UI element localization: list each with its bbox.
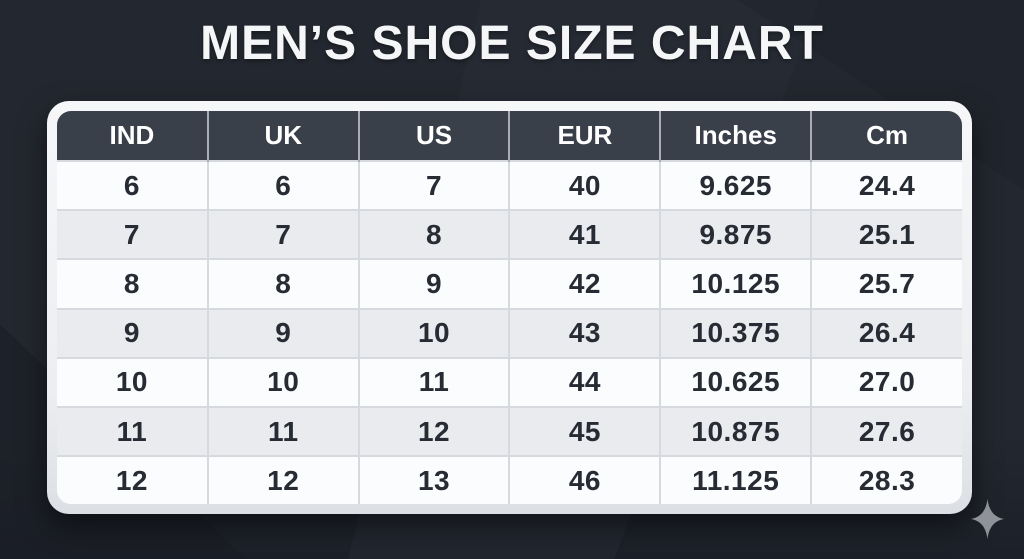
page-title: MEN’S SHOE SIZE CHART (200, 17, 824, 70)
size-table-header: IND UK US EUR Inches Cm (57, 111, 962, 161)
column-header: EUR (509, 111, 662, 161)
table-row: 6 6 7 40 9.625 24.4 (57, 159, 962, 211)
table-cell: 11 (57, 406, 209, 457)
table-cell: 7 (358, 159, 511, 211)
table-cell: 40 (509, 159, 662, 211)
table-cell: 12 (358, 406, 511, 457)
column-header: UK (207, 111, 360, 161)
table-cell: 24.4 (811, 159, 962, 211)
table-cell: 6 (57, 159, 209, 211)
table-row: 7 7 8 41 9.875 25.1 (57, 209, 962, 260)
table-cell: 28.3 (811, 455, 962, 504)
table-row: 11 11 12 45 10.875 27.6 (57, 406, 962, 457)
table-cell: 10.125 (660, 258, 813, 309)
table-cell: 27.6 (811, 406, 962, 457)
table-cell: 9 (207, 307, 360, 358)
table-cell: 46 (509, 455, 662, 504)
table-cell: 25.7 (811, 258, 962, 309)
table-cell: 41 (509, 209, 662, 260)
table-cell: 10 (57, 356, 209, 408)
table-cell: 10.625 (660, 356, 813, 408)
table-row: 8 8 9 42 10.125 25.7 (57, 258, 962, 309)
table-cell: 8 (358, 209, 511, 260)
table-cell: 11 (358, 356, 511, 408)
table-cell: 10 (358, 307, 511, 358)
table-cell: 6 (207, 159, 360, 211)
column-header: IND (57, 111, 209, 161)
table-cell: 12 (57, 455, 209, 504)
table-cell: 42 (509, 258, 662, 309)
size-table: IND UK US EUR Inches Cm 6 6 7 40 9.625 24.4 7 7 8 41 9.… (57, 111, 962, 504)
column-header: US (358, 111, 511, 161)
table-cell: 11 (207, 406, 360, 457)
table-row: 9 9 10 43 10.375 26.4 (57, 307, 962, 358)
table-cell: 9.875 (660, 209, 813, 260)
table-cell: 44 (509, 356, 662, 408)
header-row: IND UK US EUR Inches Cm (57, 111, 962, 161)
table-cell: 13 (358, 455, 511, 504)
size-chart-table-wrapper: IND UK US EUR Inches Cm 6 6 7 40 9.625 24.4 7 7 8 41 9.… (57, 111, 962, 504)
table-cell: 12 (207, 455, 360, 504)
table-cell: 8 (207, 258, 360, 309)
table-cell: 10 (207, 356, 360, 408)
table-cell: 26.4 (811, 307, 962, 358)
table-cell: 7 (57, 209, 209, 260)
size-chart-card: IND UK US EUR Inches Cm 6 6 7 40 9.625 24.4 7 7 8 41 9.… (47, 101, 972, 514)
table-cell: 9.625 (660, 159, 813, 211)
sparkle-icon (971, 499, 1004, 539)
size-table-body: 6 6 7 40 9.625 24.4 7 7 8 41 9.875 25.1 8 8 9 42 10.125 2… (57, 159, 962, 504)
table-cell: 10.875 (660, 406, 813, 457)
table-cell: 27.0 (811, 356, 962, 408)
table-cell: 9 (57, 307, 209, 358)
table-cell: 11.125 (660, 455, 813, 504)
table-cell: 25.1 (811, 209, 962, 260)
table-row: 12 12 13 46 11.125 28.3 (57, 455, 962, 504)
table-row: 10 10 11 44 10.625 27.0 (57, 356, 962, 408)
table-cell: 43 (509, 307, 662, 358)
table-cell: 10.375 (660, 307, 813, 358)
column-header: Cm (811, 111, 962, 161)
table-cell: 7 (207, 209, 360, 260)
table-cell: 45 (509, 406, 662, 457)
table-cell: 8 (57, 258, 209, 309)
table-cell: 9 (358, 258, 511, 309)
column-header: Inches (660, 111, 813, 161)
